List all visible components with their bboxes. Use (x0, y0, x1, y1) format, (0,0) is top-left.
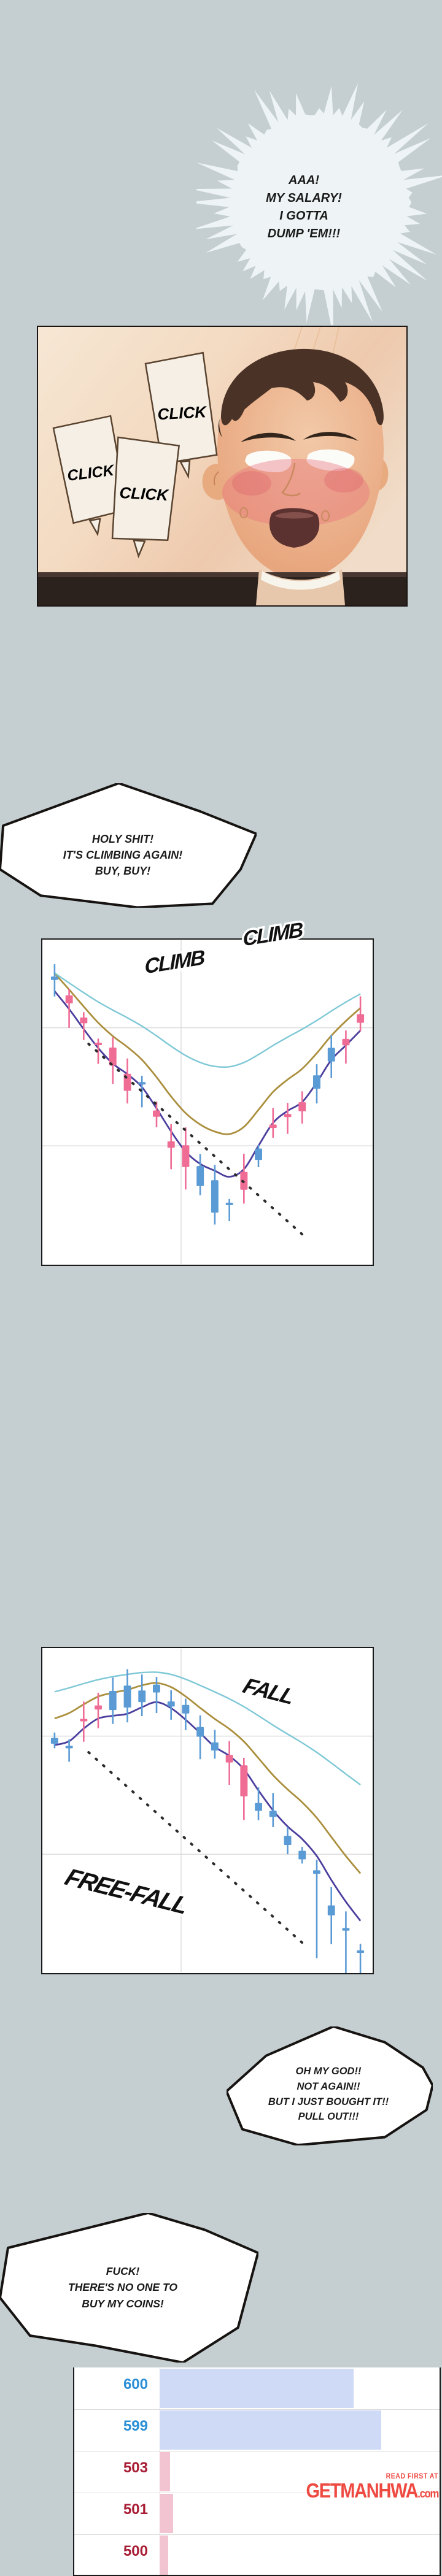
svg-text:CLICK: CLICK (119, 483, 170, 504)
svg-text:CLICK: CLICK (157, 402, 208, 423)
